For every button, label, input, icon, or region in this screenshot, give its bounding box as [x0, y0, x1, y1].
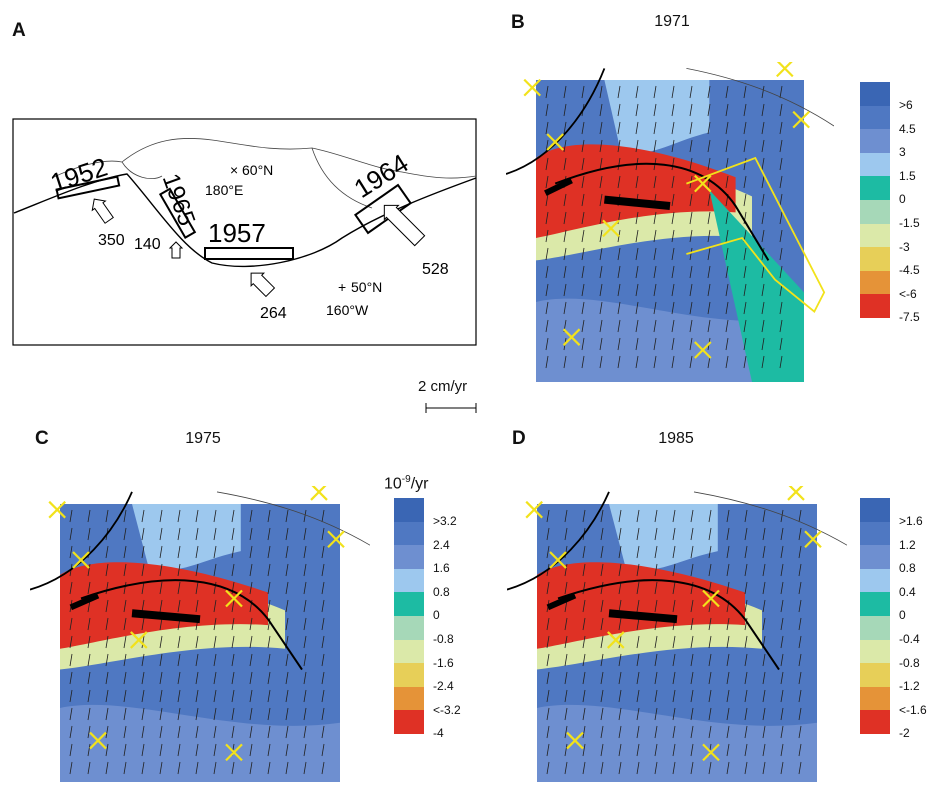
- coord-180e: 180°E: [205, 182, 243, 198]
- colorbar-swatch: [394, 568, 424, 593]
- colorbar-swatch: [860, 568, 890, 593]
- coord-60n: 60°N: [242, 162, 273, 178]
- svg-text:+: +: [338, 279, 346, 295]
- colorbar-swatch: [860, 498, 890, 522]
- colorbar-swatch: [394, 498, 424, 522]
- panel-c-label: C: [35, 428, 49, 449]
- colorbar-swatch: [860, 247, 890, 271]
- colorbar-swatch: [860, 270, 890, 295]
- colorbar-swatch: [860, 710, 890, 734]
- colorbar-swatch: [394, 639, 424, 664]
- panel-b-label: B: [511, 12, 525, 33]
- colorbar-swatch: [860, 663, 890, 687]
- panel-c-title: 1975: [185, 430, 221, 447]
- colorbar-swatch: [394, 686, 424, 711]
- arrow-label-350: 350: [98, 232, 125, 249]
- colorbar-b-labels: >6 4.5 3 1.5 0 -1.5 -3 -4.5 <-6 -7.5: [899, 98, 920, 325]
- colorbar-swatch: [860, 615, 890, 640]
- colorbar-swatch: [860, 639, 890, 664]
- panel-c-map: [30, 486, 370, 782]
- colorbar-swatch: [860, 152, 890, 177]
- colorbar-swatch: [860, 592, 890, 616]
- colorbar-c-labels: >3.2 2.4 1.6 0.8 0 -0.8 -1.6 -2.4 <-3.2 -4: [433, 514, 461, 741]
- panel-a-map: 1952 1965 1957 1964 350 140 264 528 × 60…: [12, 118, 477, 346]
- colorbar-swatch: [394, 615, 424, 640]
- svg-text:×: ×: [230, 162, 238, 178]
- colorbar-swatch: [860, 521, 890, 546]
- colorbar-swatch: [860, 129, 890, 153]
- colorbar-d: [860, 498, 890, 734]
- panel-a-label: A: [12, 20, 26, 41]
- colorbar-swatch: [394, 521, 424, 546]
- panel-d-map: [507, 486, 847, 782]
- arrow-label-264: 264: [260, 305, 287, 322]
- panel-d-label: D: [512, 428, 526, 449]
- colorbar-b: [860, 82, 890, 318]
- colorbar-c: [394, 498, 424, 734]
- panel-d-title: 1985: [658, 430, 694, 447]
- colorbar-swatch: [860, 686, 890, 711]
- colorbar-swatch: [394, 710, 424, 734]
- colorbar-swatch: [860, 176, 890, 200]
- colorbar-d-labels: >1.6 1.2 0.8 0.4 0 -0.4 -0.8 -1.2 <-1.6 -2: [899, 514, 927, 741]
- arrow-label-528: 528: [422, 261, 449, 278]
- colorbar-swatch: [860, 545, 890, 569]
- arrow-label-140: 140: [134, 236, 161, 253]
- colorbar-swatch: [860, 105, 890, 130]
- colorbar-swatch: [394, 663, 424, 687]
- colorbar-swatch: [394, 545, 424, 569]
- colorbar-swatch: [394, 592, 424, 616]
- panel-b-map: [506, 62, 834, 382]
- scale-bar: [425, 403, 477, 413]
- colorbar-swatch: [860, 294, 890, 318]
- year-1957: 1957: [208, 218, 266, 248]
- unit-label: 10-9/yr: [384, 474, 429, 493]
- coord-160w: 160°W: [326, 302, 369, 318]
- scale-label: 2 cm/yr: [418, 378, 468, 395]
- panel-b-title: 1971: [654, 13, 690, 30]
- colorbar-swatch: [860, 82, 890, 106]
- colorbar-swatch: [860, 223, 890, 248]
- coord-50n: 50°N: [351, 279, 382, 295]
- colorbar-swatch: [860, 199, 890, 224]
